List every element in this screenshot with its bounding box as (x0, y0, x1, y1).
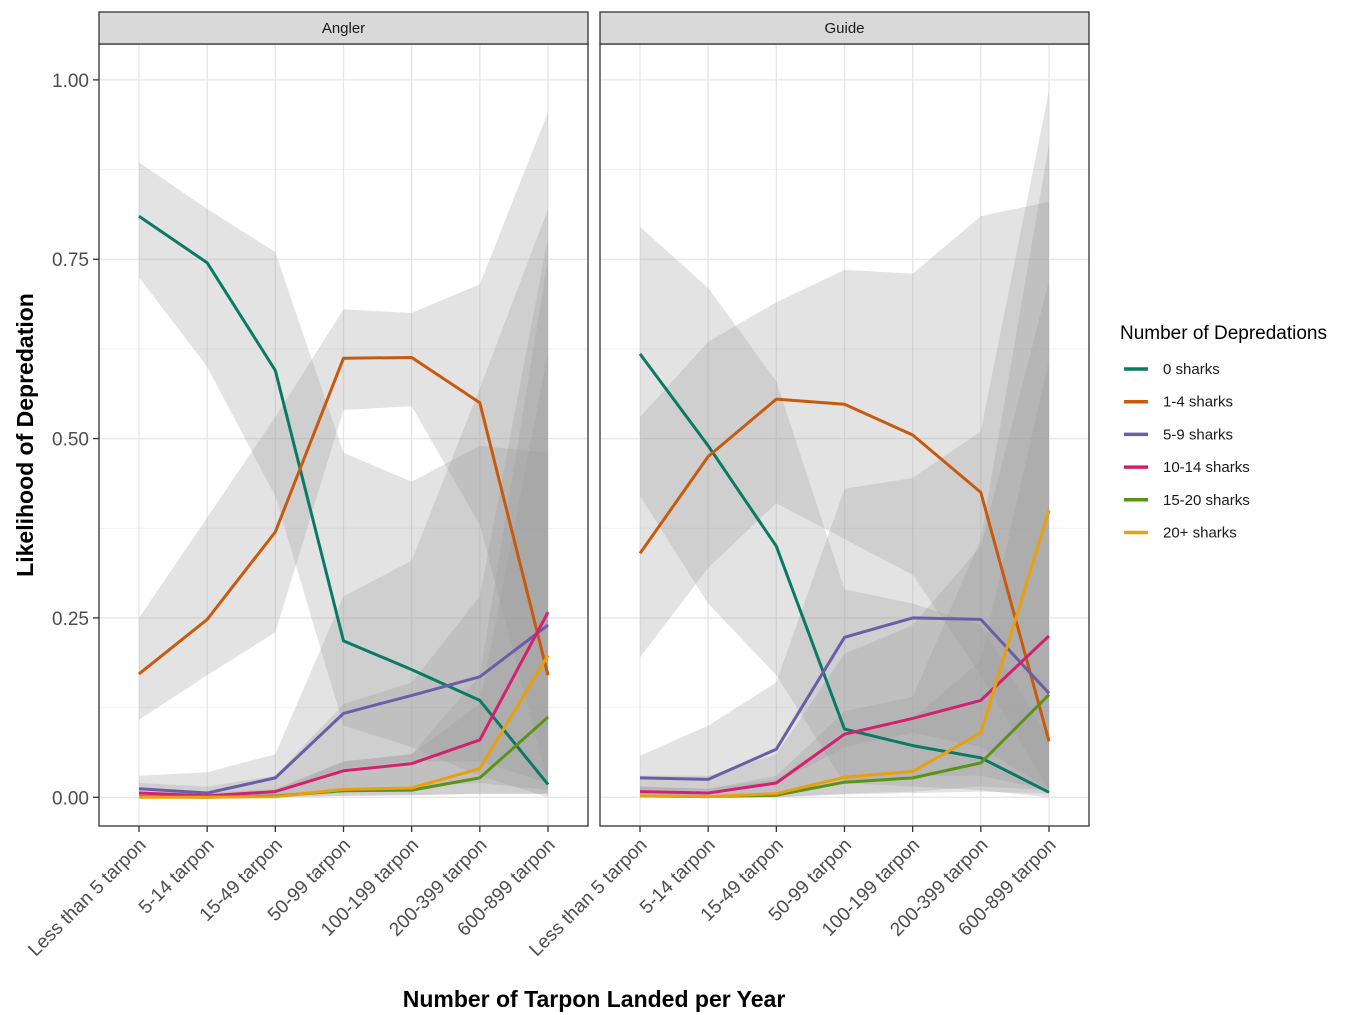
series-line-20plus-sharks (639, 509, 1051, 799)
ribbon-1-4-sharks (139, 112, 548, 783)
y-tick-label: 0.75 (52, 250, 89, 271)
x-axis-title: Number of Tarpon Landed per Year (403, 986, 786, 1012)
legend-item: 10-14 sharks (1124, 459, 1250, 476)
x-tick-label: Less than 5 tarpon (24, 835, 150, 961)
y-axis: 0.00 0.25 0.50 0.75 1.00 (52, 71, 99, 809)
legend-label: 1-4 sharks (1163, 394, 1233, 411)
facet-strip (98, 11, 589, 45)
legend-label: 15-20 sharks (1163, 492, 1250, 509)
legend-label: 20+ sharks (1163, 525, 1237, 542)
legend-item: 0 sharks (1124, 361, 1220, 378)
facet-panel-angler: Angler (98, 11, 589, 827)
legend-item: 20+ sharks (1124, 525, 1237, 542)
series-lines (638, 353, 1051, 799)
legend-label: 0 sharks (1163, 361, 1220, 378)
facet-strip-label: Angler (322, 20, 365, 37)
ribbon-10-14-sharks (139, 237, 548, 798)
legend-label: 5-9 sharks (1163, 426, 1233, 443)
legend-label: 10-14 sharks (1163, 459, 1250, 476)
y-tick-label: 0.50 (52, 430, 89, 451)
series-line-20plus-sharks (139, 654, 550, 799)
ribbon-1-4-sharks (640, 201, 1049, 791)
legend-item: 5-9 sharks (1124, 426, 1233, 443)
confidence-ribbons (640, 90, 1049, 798)
legend: Number of Depredations 0 sharks 1-4 shark… (1120, 323, 1327, 542)
ribbon-20plus-sharks (640, 144, 1049, 798)
series-line-10-14-sharks (639, 634, 1051, 795)
legend-item: 1-4 sharks (1124, 394, 1233, 411)
series-line-5-9-sharks (138, 623, 549, 795)
series-line-1-4-sharks (138, 356, 550, 676)
y-tick-label: 0.25 (52, 609, 89, 630)
series-line-5-9-sharks (639, 616, 1051, 781)
ribbon-5-9-sharks (640, 90, 1049, 791)
facet-panel-guide: Guide (599, 11, 1090, 827)
series-lines (138, 214, 550, 799)
ribbon-0-sharks (139, 162, 548, 798)
legend-title: Number of Depredations (1120, 323, 1327, 344)
y-tick-label: 0.00 (52, 788, 89, 809)
series-line-0-sharks (638, 353, 1050, 794)
facet-strip-label: Guide (824, 20, 864, 37)
ribbon-10-14-sharks (640, 280, 1049, 797)
y-axis-title: Likelihood of Depredation (12, 293, 38, 577)
y-tick-label: 1.00 (52, 71, 89, 92)
ribbon-15-20-sharks (640, 359, 1049, 798)
ribbon-20plus-sharks (139, 259, 548, 798)
series-line-0-sharks (138, 214, 550, 786)
facet-panels: Angler Guide (98, 11, 1090, 827)
ribbon-0-sharks (640, 226, 1049, 798)
legend-item: 15-20 sharks (1124, 492, 1250, 509)
series-line-1-4-sharks (638, 397, 1051, 742)
ribbon-5-9-sharks (139, 209, 548, 796)
facet-strip (599, 11, 1090, 45)
